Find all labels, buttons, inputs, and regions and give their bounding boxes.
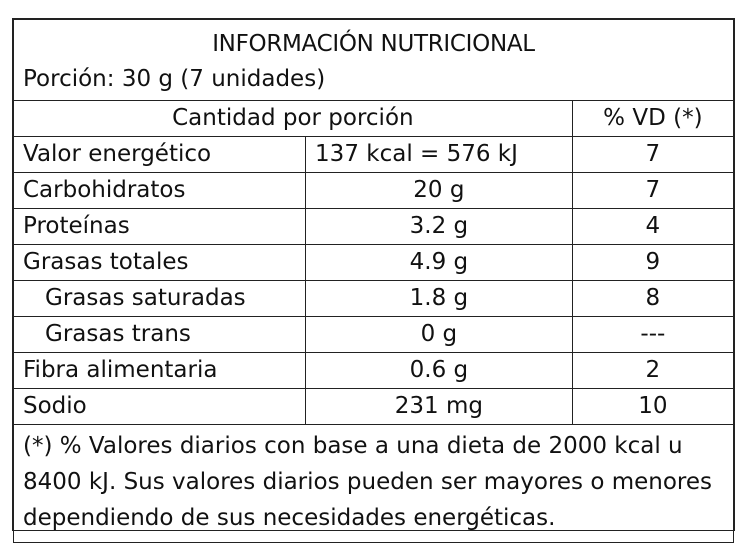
title-block: INFORMACIÓN NUTRICIONAL Porción: 30 g (7… bbox=[13, 19, 734, 101]
title-row: INFORMACIÓN NUTRICIONAL Porción: 30 g (7… bbox=[13, 19, 734, 101]
nutrient-name: Proteínas bbox=[12, 208, 307, 245]
nutrition-table: INFORMACIÓN NUTRICIONAL Porción: 30 g (7… bbox=[12, 19, 735, 543]
nutrient-name: Grasas trans bbox=[12, 316, 307, 353]
nutrient-amount: 231 mg bbox=[305, 388, 573, 425]
amount-per-serving-header: Cantidad por porción bbox=[13, 100, 573, 137]
footnote-row: (*) % Valores diarios con base a una die… bbox=[13, 424, 734, 543]
table-row: Carbohidratos 20 g 7 bbox=[12, 172, 735, 209]
nutrient-name: Grasas totales bbox=[12, 244, 307, 281]
footnote: (*) % Valores diarios con base a una die… bbox=[13, 424, 734, 543]
nutrient-dv: 9 bbox=[571, 244, 735, 281]
nutrient-amount: 1.8 g bbox=[305, 280, 573, 317]
table-row: Grasas trans 0 g --- bbox=[12, 316, 735, 353]
nutrient-amount: 3.2 g bbox=[305, 208, 573, 245]
nutrient-dv: 10 bbox=[571, 388, 735, 425]
nutrient-amount: 20 g bbox=[305, 172, 573, 209]
nutrient-dv: --- bbox=[571, 316, 735, 353]
nutrient-name: Sodio bbox=[12, 388, 307, 425]
header-row: Cantidad por porción % VD (*) bbox=[13, 100, 735, 137]
nutrition-facts-panel: INFORMACIÓN NUTRICIONAL Porción: 30 g (7… bbox=[12, 18, 735, 543]
nutrient-dv: 2 bbox=[571, 352, 735, 389]
nutrient-name: Grasas saturadas bbox=[12, 280, 307, 317]
table-row: Proteínas 3.2 g 4 bbox=[12, 208, 735, 245]
nutrient-dv: 7 bbox=[571, 136, 735, 173]
nutrient-dv: 4 bbox=[571, 208, 735, 245]
daily-value-header: % VD (*) bbox=[571, 100, 735, 137]
table-row: Grasas totales 4.9 g 9 bbox=[12, 244, 735, 281]
nutrient-name: Fibra alimentaria bbox=[12, 352, 307, 389]
nutrient-amount: 137 kcal = 576 kJ bbox=[305, 136, 573, 173]
nutrient-dv: 7 bbox=[571, 172, 735, 209]
nutrient-name: Valor energético bbox=[12, 136, 307, 173]
nutrient-amount: 0.6 g bbox=[305, 352, 573, 389]
nutrition-title: INFORMACIÓN NUTRICIONAL bbox=[212, 31, 535, 57]
nutrient-amount: 4.9 g bbox=[305, 244, 573, 281]
table-row: Valor energético 137 kcal = 576 kJ 7 bbox=[12, 136, 735, 173]
table-row: Fibra alimentaria 0.6 g 2 bbox=[12, 352, 735, 389]
table-row: Sodio 231 mg 10 bbox=[12, 388, 735, 425]
table-row: Grasas saturadas 1.8 g 8 bbox=[12, 280, 735, 317]
nutrient-amount: 0 g bbox=[305, 316, 573, 353]
serving-size: Porción: 30 g (7 unidades) bbox=[23, 66, 326, 92]
nutrient-name: Carbohidratos bbox=[12, 172, 307, 209]
nutrient-dv: 8 bbox=[571, 280, 735, 317]
